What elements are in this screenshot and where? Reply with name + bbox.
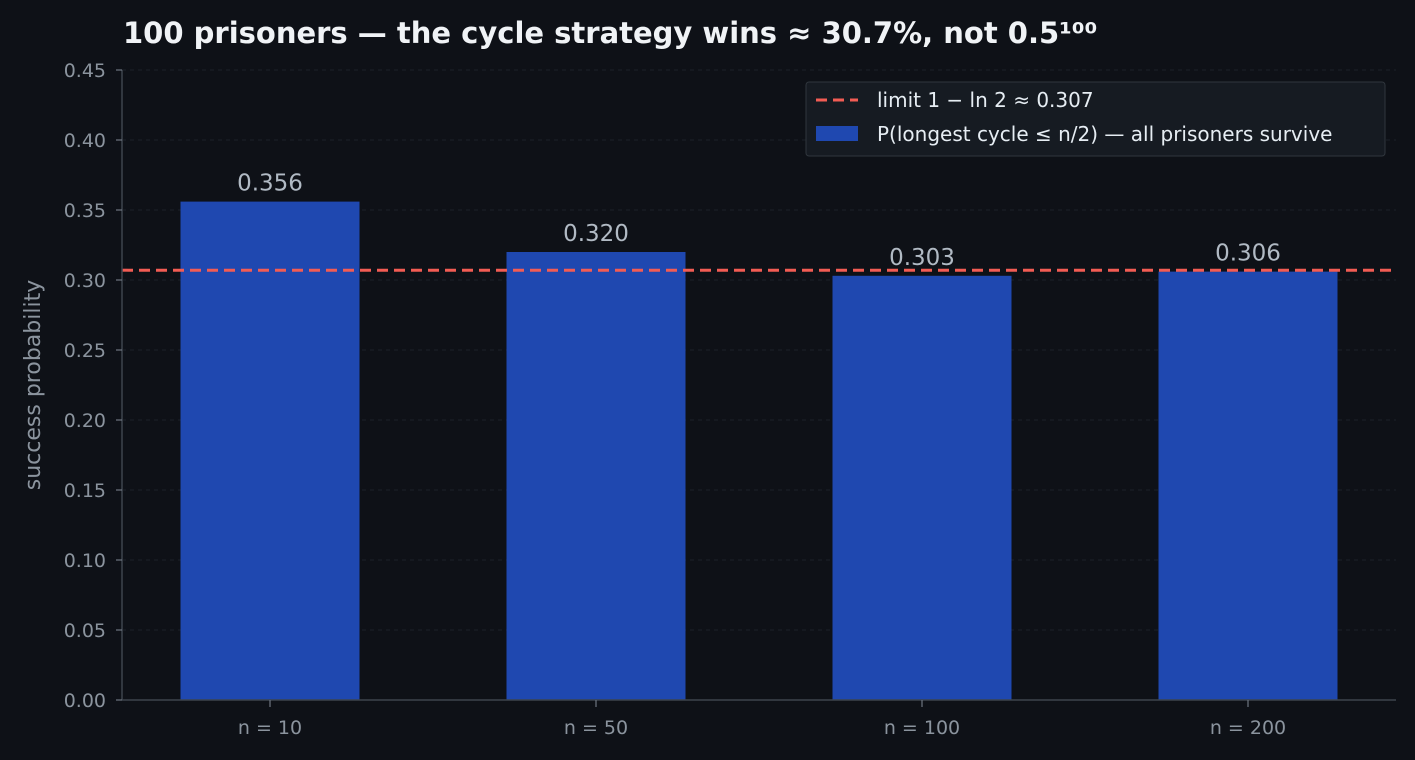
x-tick-label: n = 50	[564, 717, 628, 739]
axes	[121, 70, 1396, 701]
y-axis-title: success probability	[21, 280, 46, 490]
x-tick-label: n = 100	[884, 717, 960, 739]
y-tick-label: 0.25	[64, 340, 106, 362]
legend-box	[805, 81, 1386, 157]
bar	[832, 275, 1012, 700]
legend-bar-label: P(longest cycle ≤ n/2) — all prisoners s…	[877, 122, 1332, 146]
bar-value-label: 0.306	[1215, 241, 1281, 267]
legend-bar-swatch	[816, 126, 858, 141]
bar	[1158, 271, 1338, 700]
bar-labels: 0.356 0.320 0.303 0.306	[237, 171, 1281, 271]
y-tick-label: 0.35	[64, 200, 106, 222]
y-tick-label: 0.40	[64, 130, 106, 152]
legend-reference-label: limit 1 − ln 2 ≈ 0.307	[877, 88, 1094, 112]
y-tick-label: 0.05	[64, 620, 106, 642]
x-tick-label: n = 200	[1210, 717, 1286, 739]
bar	[506, 252, 686, 700]
chart-title: 100 prisoners — the cycle strategy wins …	[123, 16, 1097, 50]
x-axis-ticks: n = 10 n = 50 n = 100 n = 200	[238, 700, 1286, 739]
x-tick-label: n = 10	[238, 717, 302, 739]
y-tick-label: 0.45	[64, 60, 106, 82]
bar-value-label: 0.303	[889, 245, 955, 271]
bars	[180, 201, 1338, 700]
y-tick-label: 0.15	[64, 480, 106, 502]
bar	[180, 201, 360, 700]
y-tick-label: 0.20	[64, 410, 106, 432]
bar-value-label: 0.320	[563, 221, 629, 247]
legend: limit 1 − ln 2 ≈ 0.307 P(longest cycle ≤…	[805, 81, 1386, 157]
y-tick-label: 0.10	[64, 550, 106, 572]
y-axis-ticks: 0.00 0.05 0.10 0.15 0.20 0.25 0.30 0.35 0.40 0.45	[64, 60, 122, 712]
y-tick-label: 0.30	[64, 270, 106, 292]
bar-value-label: 0.356	[237, 171, 303, 197]
y-tick-label: 0.00	[64, 690, 106, 712]
